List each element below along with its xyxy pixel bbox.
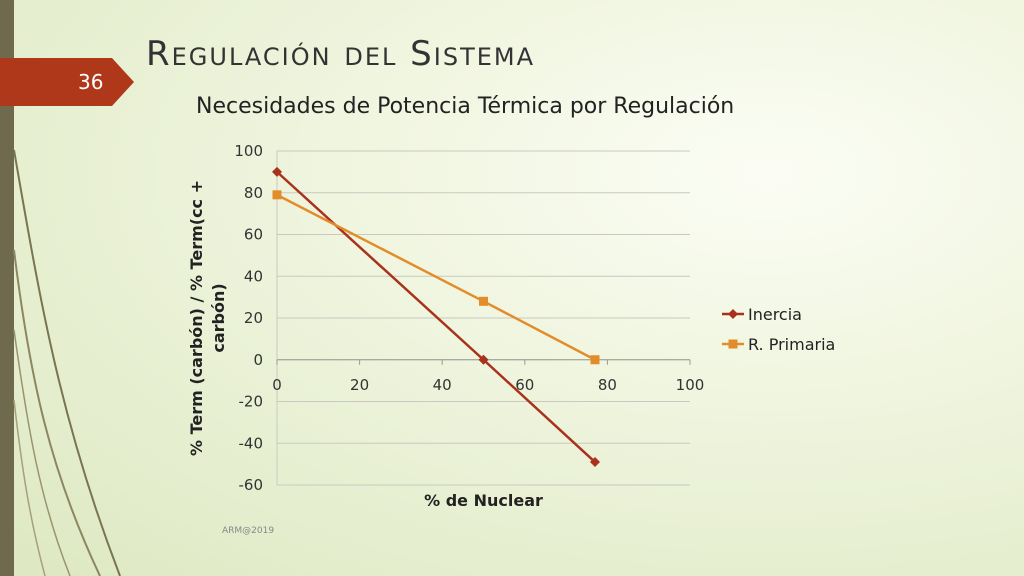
legend-marker <box>728 339 738 349</box>
y-tick-label: 0 <box>253 351 263 369</box>
x-axis-title: % de Nuclear <box>424 491 543 510</box>
data-point <box>590 457 601 468</box>
y-tick-label: -60 <box>239 476 264 494</box>
x-tick-label: 80 <box>598 376 617 394</box>
y-axis-title: % Term (carbón) / % Term(cc + carbón) <box>187 180 228 456</box>
x-tick-label: 20 <box>350 376 369 394</box>
x-tick-label: 100 <box>676 376 705 394</box>
y-tick-label: 40 <box>244 267 263 285</box>
y-axis-title-line2: carbón) <box>209 283 228 352</box>
data-point <box>478 354 489 365</box>
y-tick-label: -40 <box>239 434 264 452</box>
legend-label: Inercia <box>748 305 802 324</box>
data-point <box>590 355 600 365</box>
slide-number-tab <box>0 58 134 106</box>
series-line-inercia <box>276 170 596 463</box>
y-axis-title-line1: % Term (carbón) / % Term(cc + <box>187 180 206 456</box>
slide-number: 36 <box>78 70 104 94</box>
legend-label: R. Primaria <box>748 335 835 354</box>
chart-title: Necesidades de Potencia Térmica por Regu… <box>196 94 735 119</box>
x-tick-label: 0 <box>272 376 282 394</box>
series-line-r-primaria <box>276 193 596 361</box>
data-point <box>479 296 488 306</box>
y-tick-label: 60 <box>244 226 263 244</box>
left-accent-bar <box>0 0 14 576</box>
slide-title: Regulación del Sistema <box>146 34 536 74</box>
y-tick-label: 100 <box>234 142 263 160</box>
x-tick-label: 60 <box>515 376 534 394</box>
y-tick-label: 20 <box>244 309 263 327</box>
data-point <box>272 190 282 200</box>
x-tick-label: 40 <box>433 376 452 394</box>
legend-marker <box>728 309 738 319</box>
footer-credit: ARM@2019 <box>222 526 275 536</box>
y-tick-label: 80 <box>244 184 263 202</box>
decorative-curves <box>13 149 121 576</box>
y-tick-label: -20 <box>239 393 264 411</box>
data-point <box>272 166 282 177</box>
